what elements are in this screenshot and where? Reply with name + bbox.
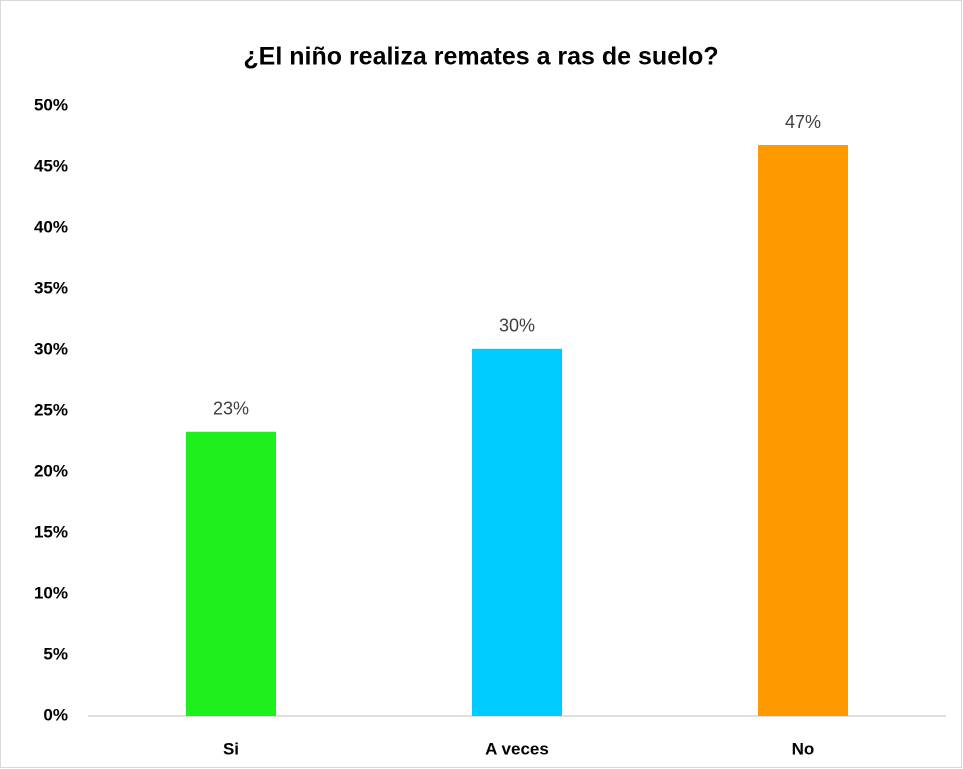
y-tick-label: 45% [34, 156, 68, 175]
y-tick-label: 30% [34, 339, 68, 358]
value-label: 30% [499, 316, 535, 336]
bar [186, 431, 276, 716]
y-tick-label: 50% [34, 95, 68, 114]
x-tick-label: Si [223, 739, 239, 758]
y-tick-label: 40% [34, 217, 68, 236]
y-tick-label: 0% [43, 705, 68, 724]
y-tick-label: 5% [43, 644, 68, 663]
bar [472, 348, 562, 716]
y-tick-label: 20% [34, 461, 68, 480]
x-tick-label: A veces [485, 739, 549, 758]
y-tick-label: 35% [34, 278, 68, 297]
x-tick-label: No [792, 739, 815, 758]
y-tick-label: 10% [34, 583, 68, 602]
value-label: 47% [785, 112, 821, 132]
value-label: 23% [213, 398, 249, 418]
y-tick-label: 15% [34, 522, 68, 541]
bar [758, 145, 848, 717]
chart-title: ¿El niño realiza remates a ras de suelo? [243, 43, 718, 71]
y-tick-label: 25% [34, 400, 68, 419]
